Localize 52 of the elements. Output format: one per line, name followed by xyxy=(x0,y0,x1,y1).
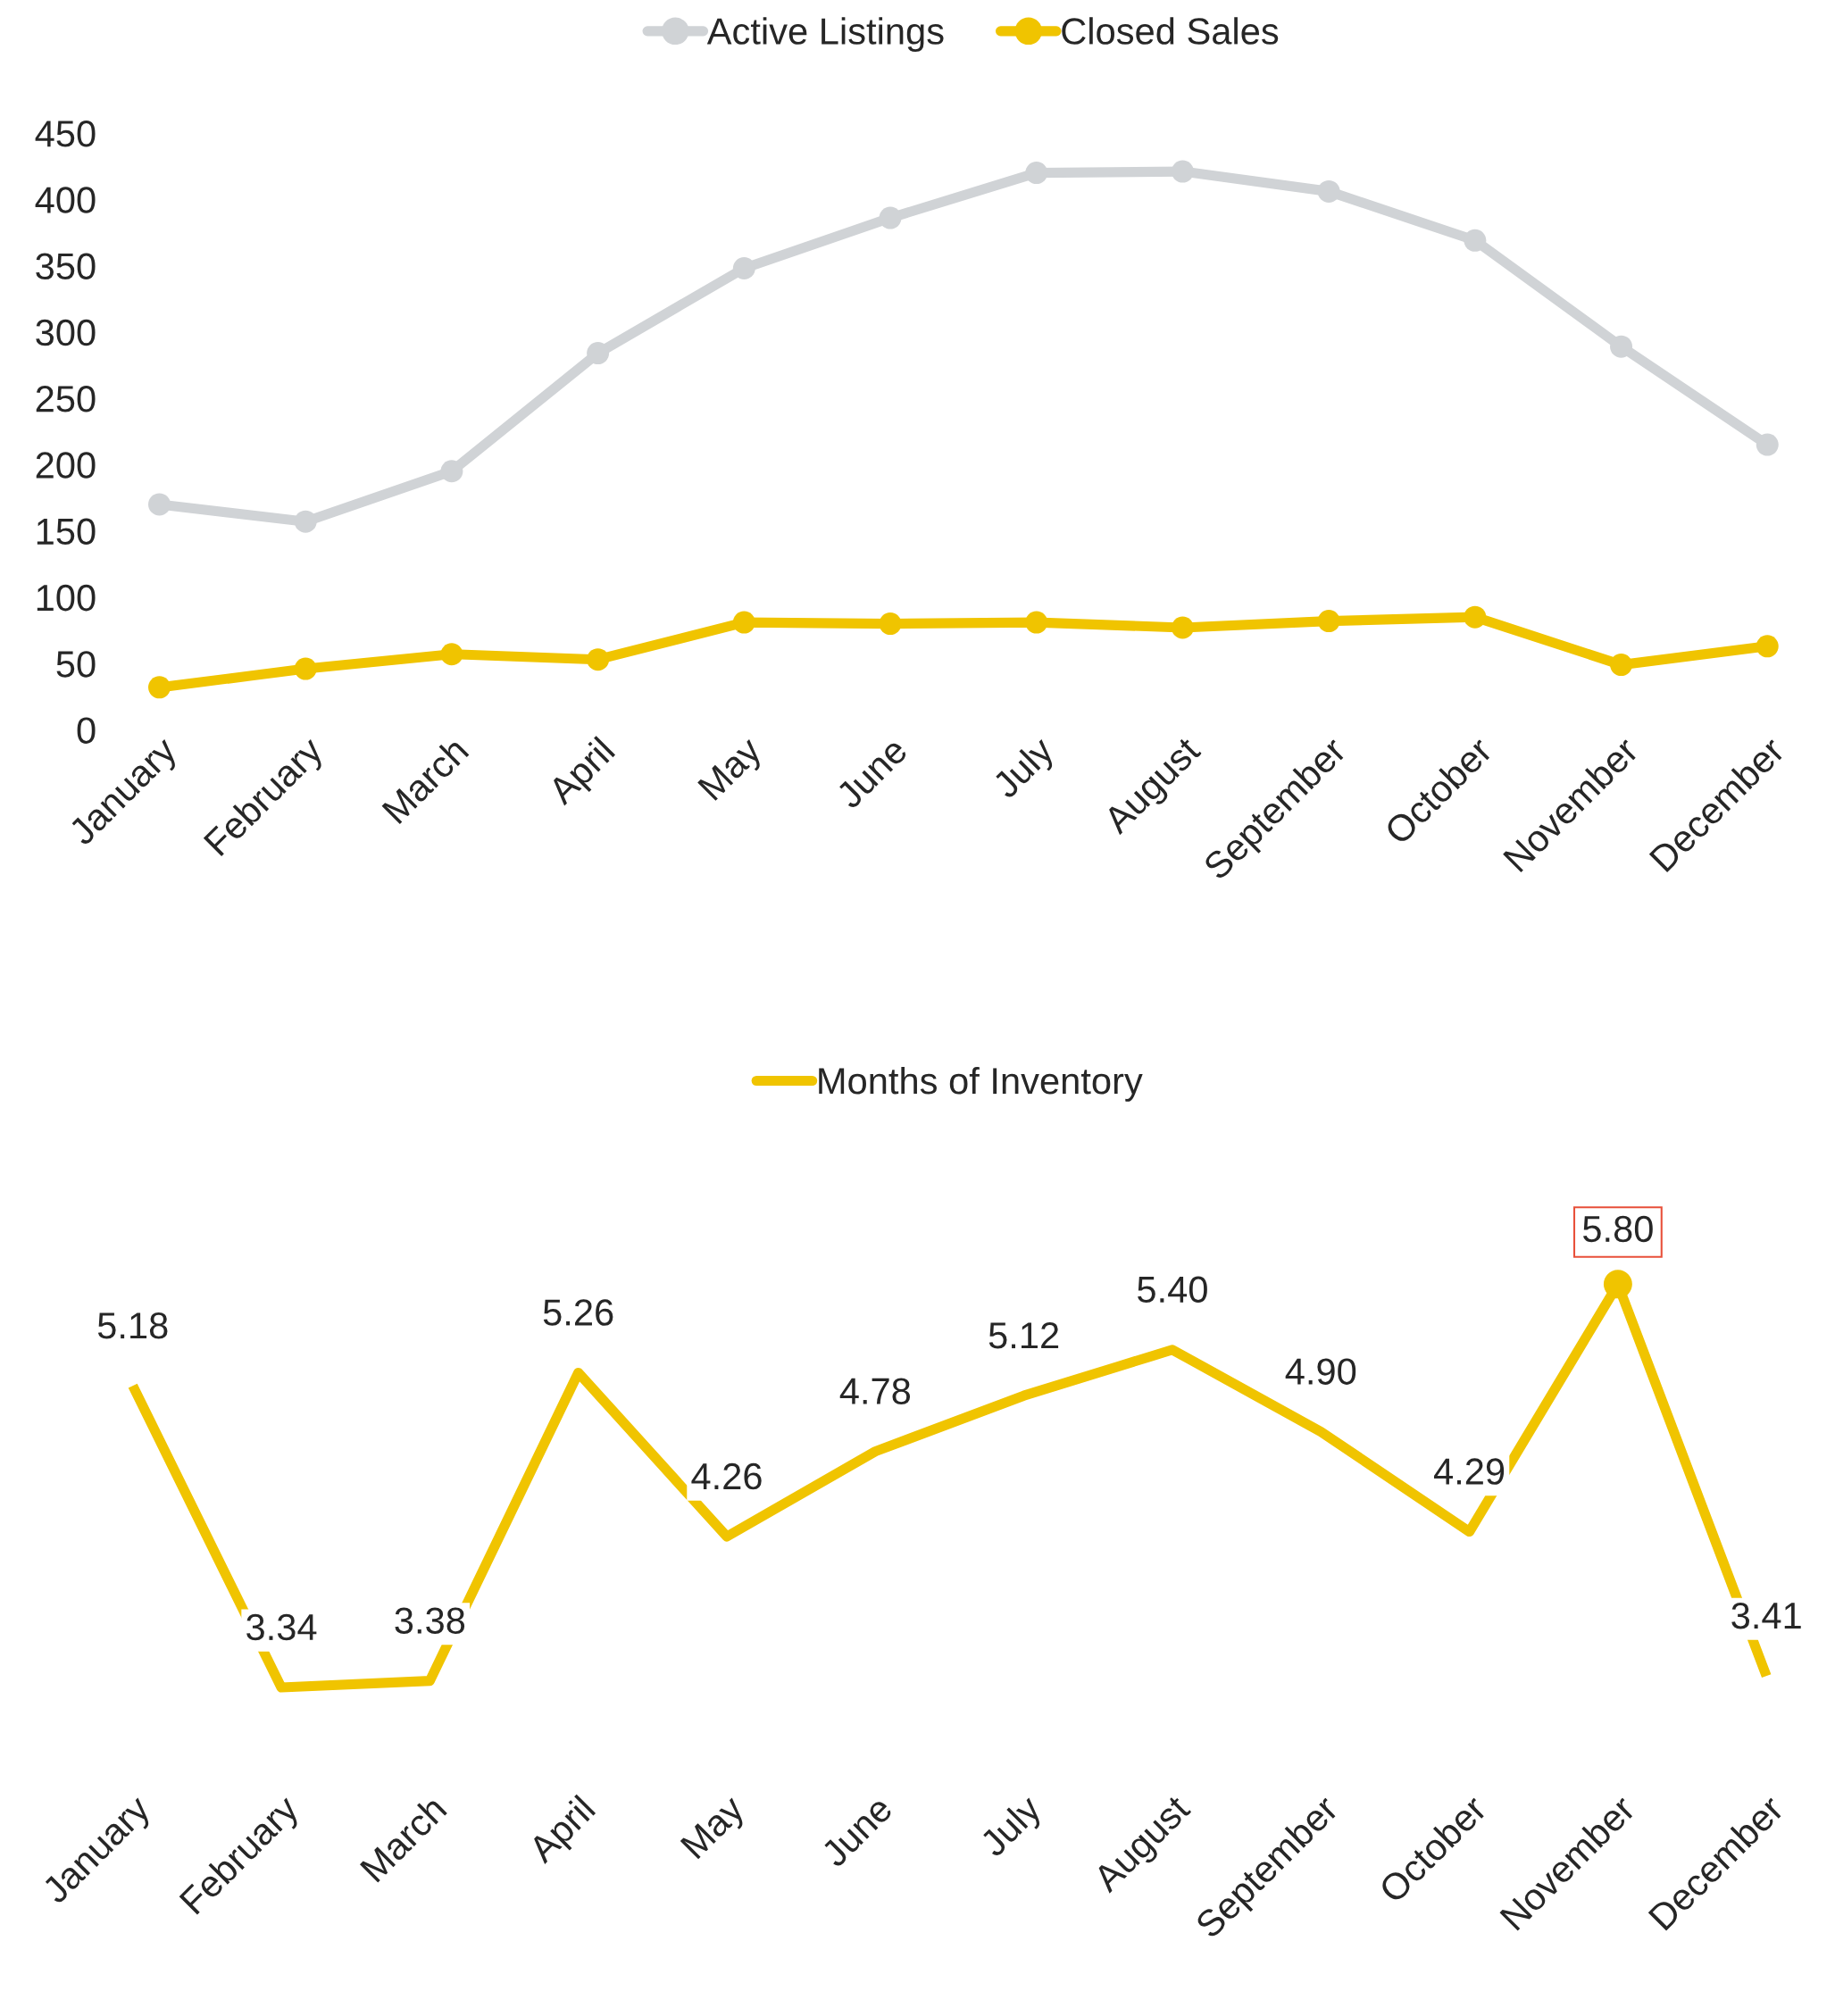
point xyxy=(1464,605,1487,629)
y-tick-label: 150 xyxy=(37,518,96,546)
point xyxy=(879,612,902,636)
data-label: 3.38 xyxy=(395,1607,465,1634)
point xyxy=(1756,433,1779,456)
point xyxy=(1464,229,1487,252)
legend-label: Active Listings xyxy=(706,17,944,53)
point xyxy=(1756,635,1779,658)
x-tick-label: July xyxy=(977,1792,1049,1864)
point xyxy=(587,342,610,365)
point xyxy=(587,648,610,671)
point xyxy=(1610,335,1633,358)
point xyxy=(732,257,755,280)
point xyxy=(1171,160,1194,183)
data-label: 5.40 xyxy=(1138,1276,1207,1304)
x-tick-label: July xyxy=(989,734,1062,805)
point xyxy=(1025,611,1048,634)
point xyxy=(1610,654,1633,677)
y-tick-label: 350 xyxy=(36,253,96,280)
point xyxy=(1171,616,1194,639)
y-tick-label: 100 xyxy=(37,584,96,612)
point xyxy=(732,611,755,634)
x-tick-label: May xyxy=(680,1793,752,1865)
point xyxy=(148,676,171,699)
point xyxy=(440,643,463,666)
data-label: 5.26 xyxy=(543,1299,613,1326)
point xyxy=(1317,610,1340,633)
y-tick-label: 250 xyxy=(36,386,96,412)
data-label: 3.34 xyxy=(246,1613,317,1641)
point xyxy=(440,460,463,483)
annotation: 5.80 xyxy=(1583,1215,1653,1243)
data-label: 3.41 xyxy=(1731,1602,1801,1629)
point xyxy=(1025,162,1048,185)
y-tick-label: 300 xyxy=(36,319,96,346)
y-tick-label: 200 xyxy=(36,452,96,479)
x-tick-label: May xyxy=(697,735,769,806)
legend-label: Closed Sales xyxy=(1062,17,1279,45)
point xyxy=(148,493,171,516)
data-label: 4.90 xyxy=(1285,1358,1356,1385)
point xyxy=(294,510,317,533)
data-label: 4.29 xyxy=(1433,1458,1505,1485)
data-label: 5.18 xyxy=(97,1312,168,1339)
point xyxy=(1317,179,1340,203)
y-tick-label: 450 xyxy=(35,121,96,147)
data-label: 4.26 xyxy=(691,1462,762,1490)
y-tick-label: 50 xyxy=(56,651,96,678)
legend-label: Months of Inventory xyxy=(819,1066,1143,1102)
point xyxy=(879,206,902,229)
y-tick-label: 400 xyxy=(35,187,96,213)
point xyxy=(294,657,317,680)
data-label: 4.78 xyxy=(839,1378,911,1404)
data-label: 5.12 xyxy=(988,1321,1059,1349)
